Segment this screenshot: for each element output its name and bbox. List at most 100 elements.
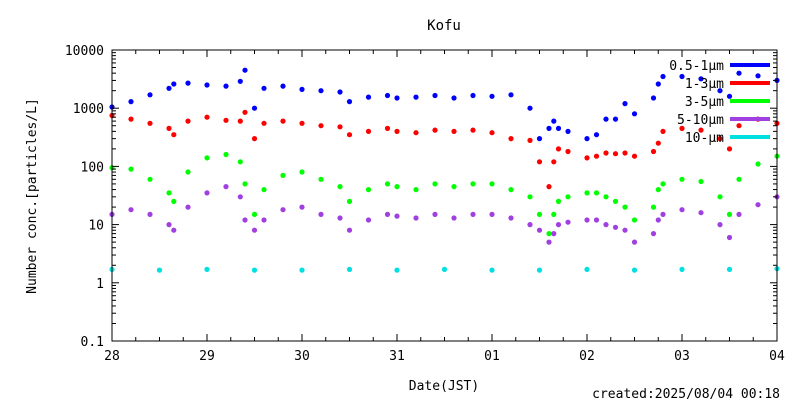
data-point <box>299 120 305 126</box>
data-point <box>251 227 258 233</box>
data-point <box>318 88 324 94</box>
data-point <box>655 187 661 193</box>
x-tick-label: 03 <box>674 349 690 364</box>
data-point <box>736 123 742 129</box>
data-point <box>251 211 258 217</box>
data-point <box>223 83 229 89</box>
data-point <box>237 194 243 200</box>
data-point <box>394 267 400 273</box>
data-point <box>223 117 229 123</box>
data-point <box>726 211 733 217</box>
legend-label: 5-10μm <box>677 113 724 128</box>
data-point <box>565 194 571 200</box>
data-point <box>489 267 495 273</box>
data-point <box>650 204 657 210</box>
data-point <box>470 92 476 99</box>
data-point <box>736 176 742 182</box>
data-point <box>166 190 172 196</box>
data-point <box>546 231 552 237</box>
data-point <box>413 215 419 221</box>
data-point <box>166 125 172 131</box>
data-point <box>261 187 267 193</box>
data-point <box>655 140 661 146</box>
data-point <box>280 207 286 213</box>
series-2 <box>109 151 780 237</box>
data-point <box>650 95 657 101</box>
data-point <box>451 215 457 221</box>
data-point <box>337 184 343 190</box>
data-point <box>612 198 619 204</box>
data-point <box>555 222 562 228</box>
data-point <box>584 217 590 223</box>
series-layer <box>109 67 780 273</box>
data-point <box>128 99 134 105</box>
data-point <box>698 127 704 133</box>
data-point <box>726 146 733 152</box>
data-point <box>166 222 172 228</box>
data-point <box>171 132 177 138</box>
data-point <box>451 184 457 190</box>
data-point <box>337 89 343 95</box>
data-point <box>432 211 438 217</box>
data-point <box>546 125 552 131</box>
data-point <box>717 194 723 200</box>
data-point <box>508 92 514 98</box>
data-point <box>726 234 733 241</box>
data-point <box>489 181 495 187</box>
data-point <box>593 132 600 138</box>
data-point <box>280 118 286 124</box>
axis-layer: 0.1 1 10 100 1000 10000 28 29 30 31 01 02 03 04 <box>65 44 785 364</box>
data-point <box>726 266 733 272</box>
data-point <box>147 211 153 217</box>
data-point <box>365 128 372 134</box>
data-point <box>346 227 353 233</box>
data-point <box>204 114 210 120</box>
data-point <box>551 231 557 237</box>
data-point <box>698 178 704 185</box>
data-point <box>299 86 305 92</box>
data-point <box>318 211 324 217</box>
data-point <box>156 267 163 273</box>
data-point <box>346 266 353 272</box>
data-point <box>565 148 571 155</box>
data-point <box>622 204 628 210</box>
data-point <box>536 211 543 217</box>
x-axis-label: Date(JST) <box>409 379 479 394</box>
plot-frame <box>111 49 778 342</box>
data-point <box>726 93 733 99</box>
data-point <box>551 159 557 165</box>
data-point <box>584 155 590 161</box>
data-point <box>622 227 628 233</box>
data-point <box>584 136 590 142</box>
data-point <box>612 151 619 157</box>
data-point <box>603 194 609 200</box>
data-point <box>536 267 543 273</box>
data-point <box>451 128 457 134</box>
legend-label: 3-5μm <box>685 95 724 110</box>
data-point <box>717 88 723 94</box>
data-point <box>679 207 685 213</box>
data-point <box>655 81 661 87</box>
data-point <box>280 83 286 89</box>
data-point <box>508 215 514 221</box>
series-3 <box>109 184 780 245</box>
chart-title: Kofu <box>427 18 461 34</box>
data-point <box>128 207 134 213</box>
series-0 <box>109 67 780 142</box>
data-point <box>299 267 305 273</box>
x-tick-label: 28 <box>104 349 120 364</box>
data-point <box>204 190 210 196</box>
data-point <box>631 239 638 245</box>
legend-label: 1-3μm <box>685 77 724 92</box>
legend-label: 10-μm <box>685 131 724 146</box>
x-tick-label: 31 <box>389 349 405 364</box>
data-point <box>551 118 557 124</box>
data-point <box>242 67 248 73</box>
data-point <box>698 76 704 82</box>
data-point <box>441 266 448 272</box>
data-point <box>337 215 343 221</box>
data-point <box>394 95 400 101</box>
data-point <box>223 151 229 158</box>
data-point <box>365 217 372 223</box>
data-point <box>280 172 286 178</box>
